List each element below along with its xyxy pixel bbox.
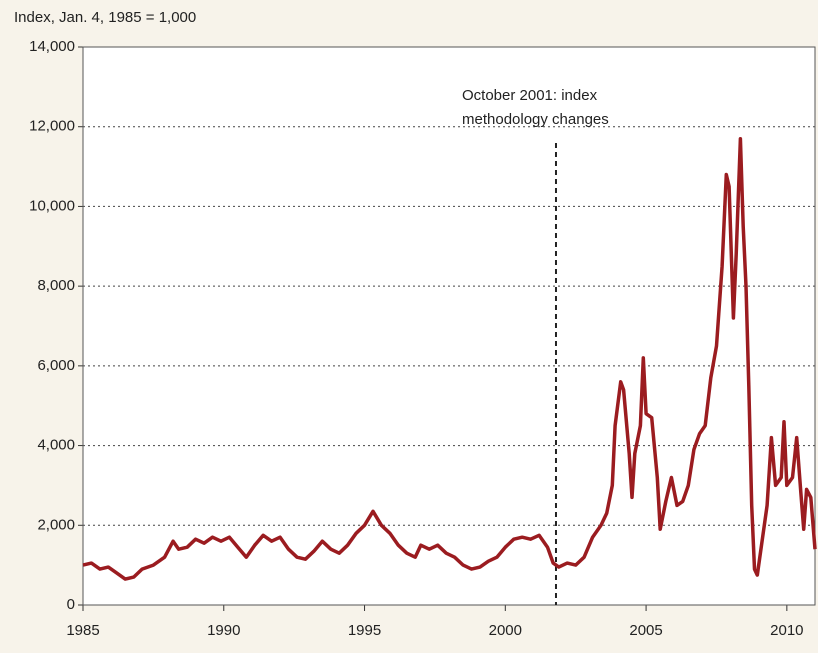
y-tick-label: 0 (67, 596, 75, 613)
x-tick-label: 2010 (770, 622, 803, 639)
plot-area (83, 47, 815, 605)
x-tick-label: 1995 (348, 622, 381, 639)
data-line (82, 136, 817, 581)
x-tick-label: 1990 (207, 622, 240, 639)
y-tick-label: 6,000 (37, 357, 75, 374)
y-tick-label: 4,000 (37, 437, 75, 454)
y-tick-label: 8,000 (37, 277, 75, 294)
x-tick-label: 2005 (629, 622, 662, 639)
plot-border (82, 46, 816, 606)
y-tick-label: 14,000 (29, 38, 75, 55)
y-tick-label: 2,000 (37, 516, 75, 533)
x-tick-label: 2000 (489, 622, 522, 639)
y-tick-label: 10,000 (29, 197, 75, 214)
y-tick-label: 12,000 (29, 118, 75, 135)
x-tick-label: 1985 (66, 622, 99, 639)
annotation-text: October 2001: index (462, 87, 598, 104)
y-axis-label: Index, Jan. 4, 1985 = 1,000 (14, 9, 196, 26)
annotation-text: methodology changes (462, 111, 609, 128)
